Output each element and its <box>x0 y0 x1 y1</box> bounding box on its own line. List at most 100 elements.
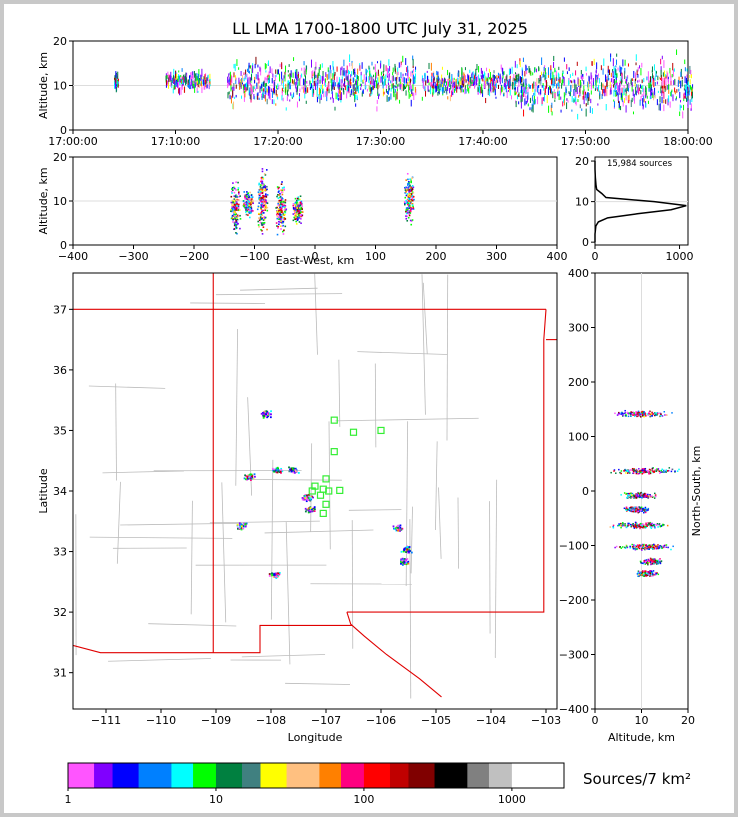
altitude-time-source-mark <box>249 81 251 86</box>
plan-view-source-mark <box>397 529 400 532</box>
altitude-time-source-mark <box>346 91 348 94</box>
ns-altitude-source-mark <box>662 524 664 527</box>
altitude-time-source-mark <box>668 84 670 90</box>
altitude-time-source-mark <box>552 71 554 80</box>
altitude-time-source-mark <box>589 106 591 113</box>
altitude-time-source-mark <box>412 58 414 66</box>
altitude-ew-source-mark <box>235 232 237 234</box>
ns-altitude-source-mark <box>652 562 654 565</box>
altitude-time-source-mark <box>267 86 269 94</box>
ns-altitude-source-mark <box>665 544 668 546</box>
altitude-ew-source-mark <box>405 200 407 202</box>
altitude-time-source-mark <box>321 76 323 83</box>
altitude-time-source-mark <box>287 93 289 97</box>
ns-altitude-source-mark <box>648 561 650 564</box>
altitude-time-source-mark <box>513 73 515 80</box>
ns-altitude-source-mark <box>651 544 654 547</box>
altitude-time-source-mark <box>392 75 394 81</box>
ns-altitude-source-mark <box>657 559 660 562</box>
county-boundary-line <box>116 481 121 564</box>
altitude-time-source-mark <box>585 66 587 72</box>
altitude-time-source-mark <box>554 92 556 99</box>
altitude-ew-source-mark <box>407 189 410 191</box>
ns-altitude-source-mark <box>644 544 647 547</box>
plan-view-source-mark <box>273 468 276 471</box>
altitude-ew-x-tick-label: −100 <box>239 250 269 263</box>
altitude-ew-source-mark <box>295 204 298 207</box>
altitude-time-source-mark <box>183 86 185 93</box>
altitude-time-source-mark <box>471 81 473 84</box>
plan-view-source-mark <box>265 413 267 416</box>
ns-altitude-source-mark <box>630 510 633 513</box>
altitude-time-source-mark <box>582 95 584 100</box>
altitude-time-source-mark <box>277 83 279 88</box>
altitude-time-source-mark <box>650 87 652 91</box>
altitude-ew-source-mark <box>266 185 268 188</box>
altitude-time-source-mark <box>371 76 373 84</box>
plan-view-source-mark <box>301 498 304 501</box>
altitude-time-source-mark <box>229 78 231 82</box>
altitude-ew-source-mark <box>280 211 283 213</box>
ns-altitude-x-tick-label: 0 <box>592 714 599 727</box>
ns-altitude-source-mark <box>645 544 647 546</box>
altitude-time-source-mark <box>271 90 273 98</box>
ns-altitude-source-mark <box>649 494 651 496</box>
altitude-time-source-mark <box>340 99 342 103</box>
ns-altitude-source-mark <box>642 562 645 565</box>
ns-altitude-source-mark <box>617 413 620 416</box>
altitude-ew-source-mark <box>266 206 269 209</box>
altitude-ew-source-mark <box>280 191 283 194</box>
ns-altitude-source-mark <box>651 572 653 574</box>
altitude-ew-source-mark <box>234 201 237 204</box>
altitude-time-source-mark <box>314 78 316 85</box>
altitude-ew-source-mark <box>233 191 236 194</box>
altitude-time-source-mark <box>373 78 375 86</box>
altitude-ew-source-mark <box>260 212 262 214</box>
altitude-time-source-mark <box>207 75 209 81</box>
altitude-time-source-mark <box>290 70 292 78</box>
altitude-time-source-mark <box>590 82 592 90</box>
altitude-ew-source-mark <box>294 218 296 220</box>
altitude-time-source-mark <box>174 73 176 79</box>
altitude-time-source-mark <box>495 82 497 89</box>
altitude-ew-source-mark <box>234 223 236 226</box>
altitude-time-source-mark <box>290 92 292 96</box>
altitude-time-source-mark <box>302 78 304 86</box>
altitude-time-source-mark <box>492 78 494 81</box>
plan-view-source-mark <box>268 573 271 575</box>
altitude-ew-source-mark <box>246 198 249 201</box>
altitude-time-source-mark <box>502 75 504 79</box>
altitude-histogram-annotation: 15,984 sources <box>607 159 673 169</box>
altitude-time-source-mark <box>444 77 446 83</box>
altitude-time-source-mark <box>255 56 257 65</box>
altitude-time-source-mark <box>450 80 452 85</box>
altitude-time-source-mark <box>412 84 414 91</box>
altitude-time-source-mark <box>257 71 259 80</box>
altitude-time-source-mark <box>613 101 615 108</box>
county-boundary-line <box>221 482 227 623</box>
altitude-time-source-mark <box>570 84 572 93</box>
altitude-time-source-mark <box>320 84 322 90</box>
altitude-time-source-mark <box>620 72 622 76</box>
altitude-time-source-mark <box>486 76 488 80</box>
altitude-time-source-mark <box>281 71 283 80</box>
altitude-time-source-mark <box>250 80 252 84</box>
ns-altitude-source-mark <box>662 546 665 549</box>
plan-view-source-mark <box>395 526 398 528</box>
plan-view-source-mark <box>394 528 397 530</box>
altitude-time-source-mark <box>370 76 372 85</box>
altitude-time-source-mark <box>452 77 454 84</box>
ns-altitude-x-tick-label: 10 <box>635 714 649 727</box>
altitude-time-source-mark <box>192 74 194 79</box>
altitude-time-source-mark <box>316 88 318 96</box>
ns-altitude-source-mark <box>636 544 639 546</box>
altitude-time-source-mark <box>301 73 303 78</box>
altitude-ew-source-mark <box>281 205 284 208</box>
altitude-time-source-mark <box>591 61 593 66</box>
altitude-ew-source-mark <box>261 192 264 194</box>
altitude-time-source-mark <box>352 89 354 95</box>
plan-view-source-mark <box>277 469 279 471</box>
ns-altitude-source-mark <box>635 411 637 413</box>
altitude-time-source-mark <box>490 79 492 85</box>
ns-altitude-source-mark <box>635 472 638 475</box>
